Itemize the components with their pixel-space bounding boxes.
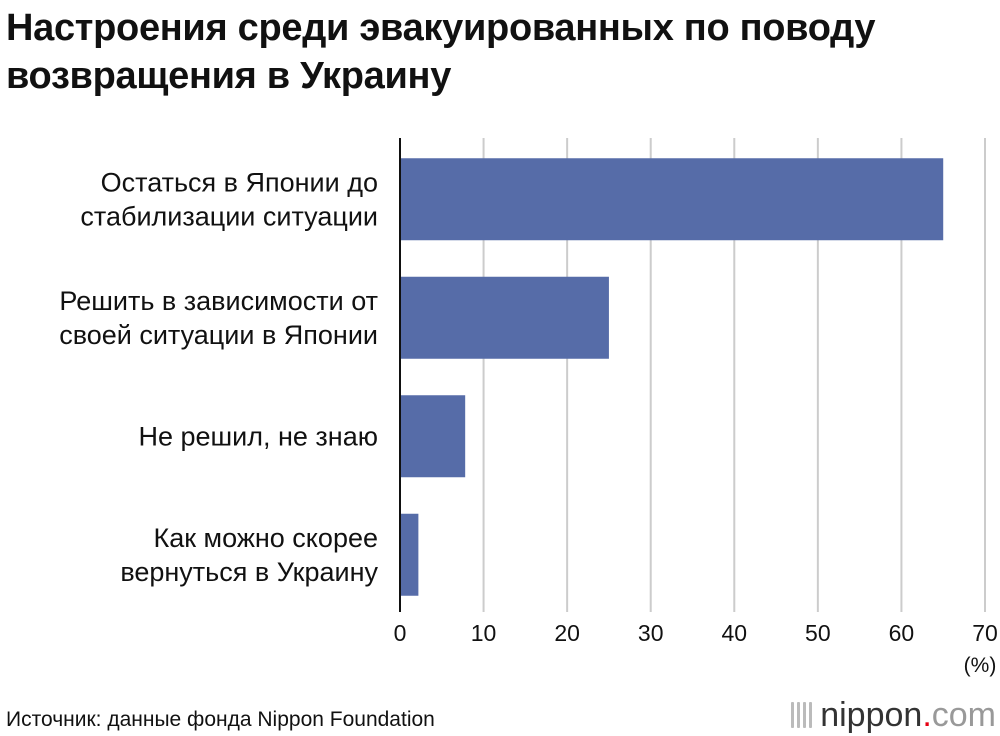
category-label-1-line-1: Остаться в Японии до bbox=[101, 167, 378, 197]
source-note: Источник: данные фонда Nippon Foundation bbox=[6, 708, 435, 731]
x-tick-label-10: 10 bbox=[471, 620, 497, 646]
category-label-2-line-2: своей ситуации в Японии bbox=[59, 320, 378, 350]
logo-tld: com bbox=[931, 696, 996, 734]
category-label-4-line-1: Как можно скорее bbox=[153, 523, 378, 553]
x-tick-label-20: 20 bbox=[554, 620, 580, 646]
logo-name: nippon bbox=[820, 696, 923, 734]
logo-dot: . bbox=[922, 696, 932, 734]
bar-2 bbox=[400, 276, 609, 359]
x-axis-unit-label: (%) bbox=[964, 654, 997, 677]
nippon-logo[interactable]: nippon. com bbox=[791, 695, 996, 735]
x-tick-label-60: 60 bbox=[889, 620, 915, 646]
category-label-1-line-2: стабилизации ситуации bbox=[80, 201, 378, 231]
x-tick-label-70: 70 bbox=[972, 620, 998, 646]
category-label-4-line-2: вернуться в Украину bbox=[120, 557, 378, 587]
logo-bars-icon bbox=[791, 702, 813, 728]
chart-title-line-1: Настроения среди эвакуированных по повод… bbox=[6, 7, 876, 49]
chart-title-line-2: возвращения в Украину bbox=[6, 55, 452, 97]
category-label-2-line-1: Решить в зависимости от bbox=[59, 286, 378, 316]
bar-4 bbox=[400, 513, 419, 596]
x-tick-label-40: 40 bbox=[721, 620, 747, 646]
x-tick-label-50: 50 bbox=[805, 620, 831, 646]
bar-3 bbox=[400, 395, 466, 478]
chart-title: Настроения среди эвакуированных по повод… bbox=[6, 4, 986, 100]
category-label-3-line-1: Не решил, не знаю bbox=[138, 421, 378, 451]
bar-1 bbox=[400, 158, 944, 241]
x-tick-label-30: 30 bbox=[638, 620, 664, 646]
x-tick-label-0: 0 bbox=[394, 620, 407, 646]
